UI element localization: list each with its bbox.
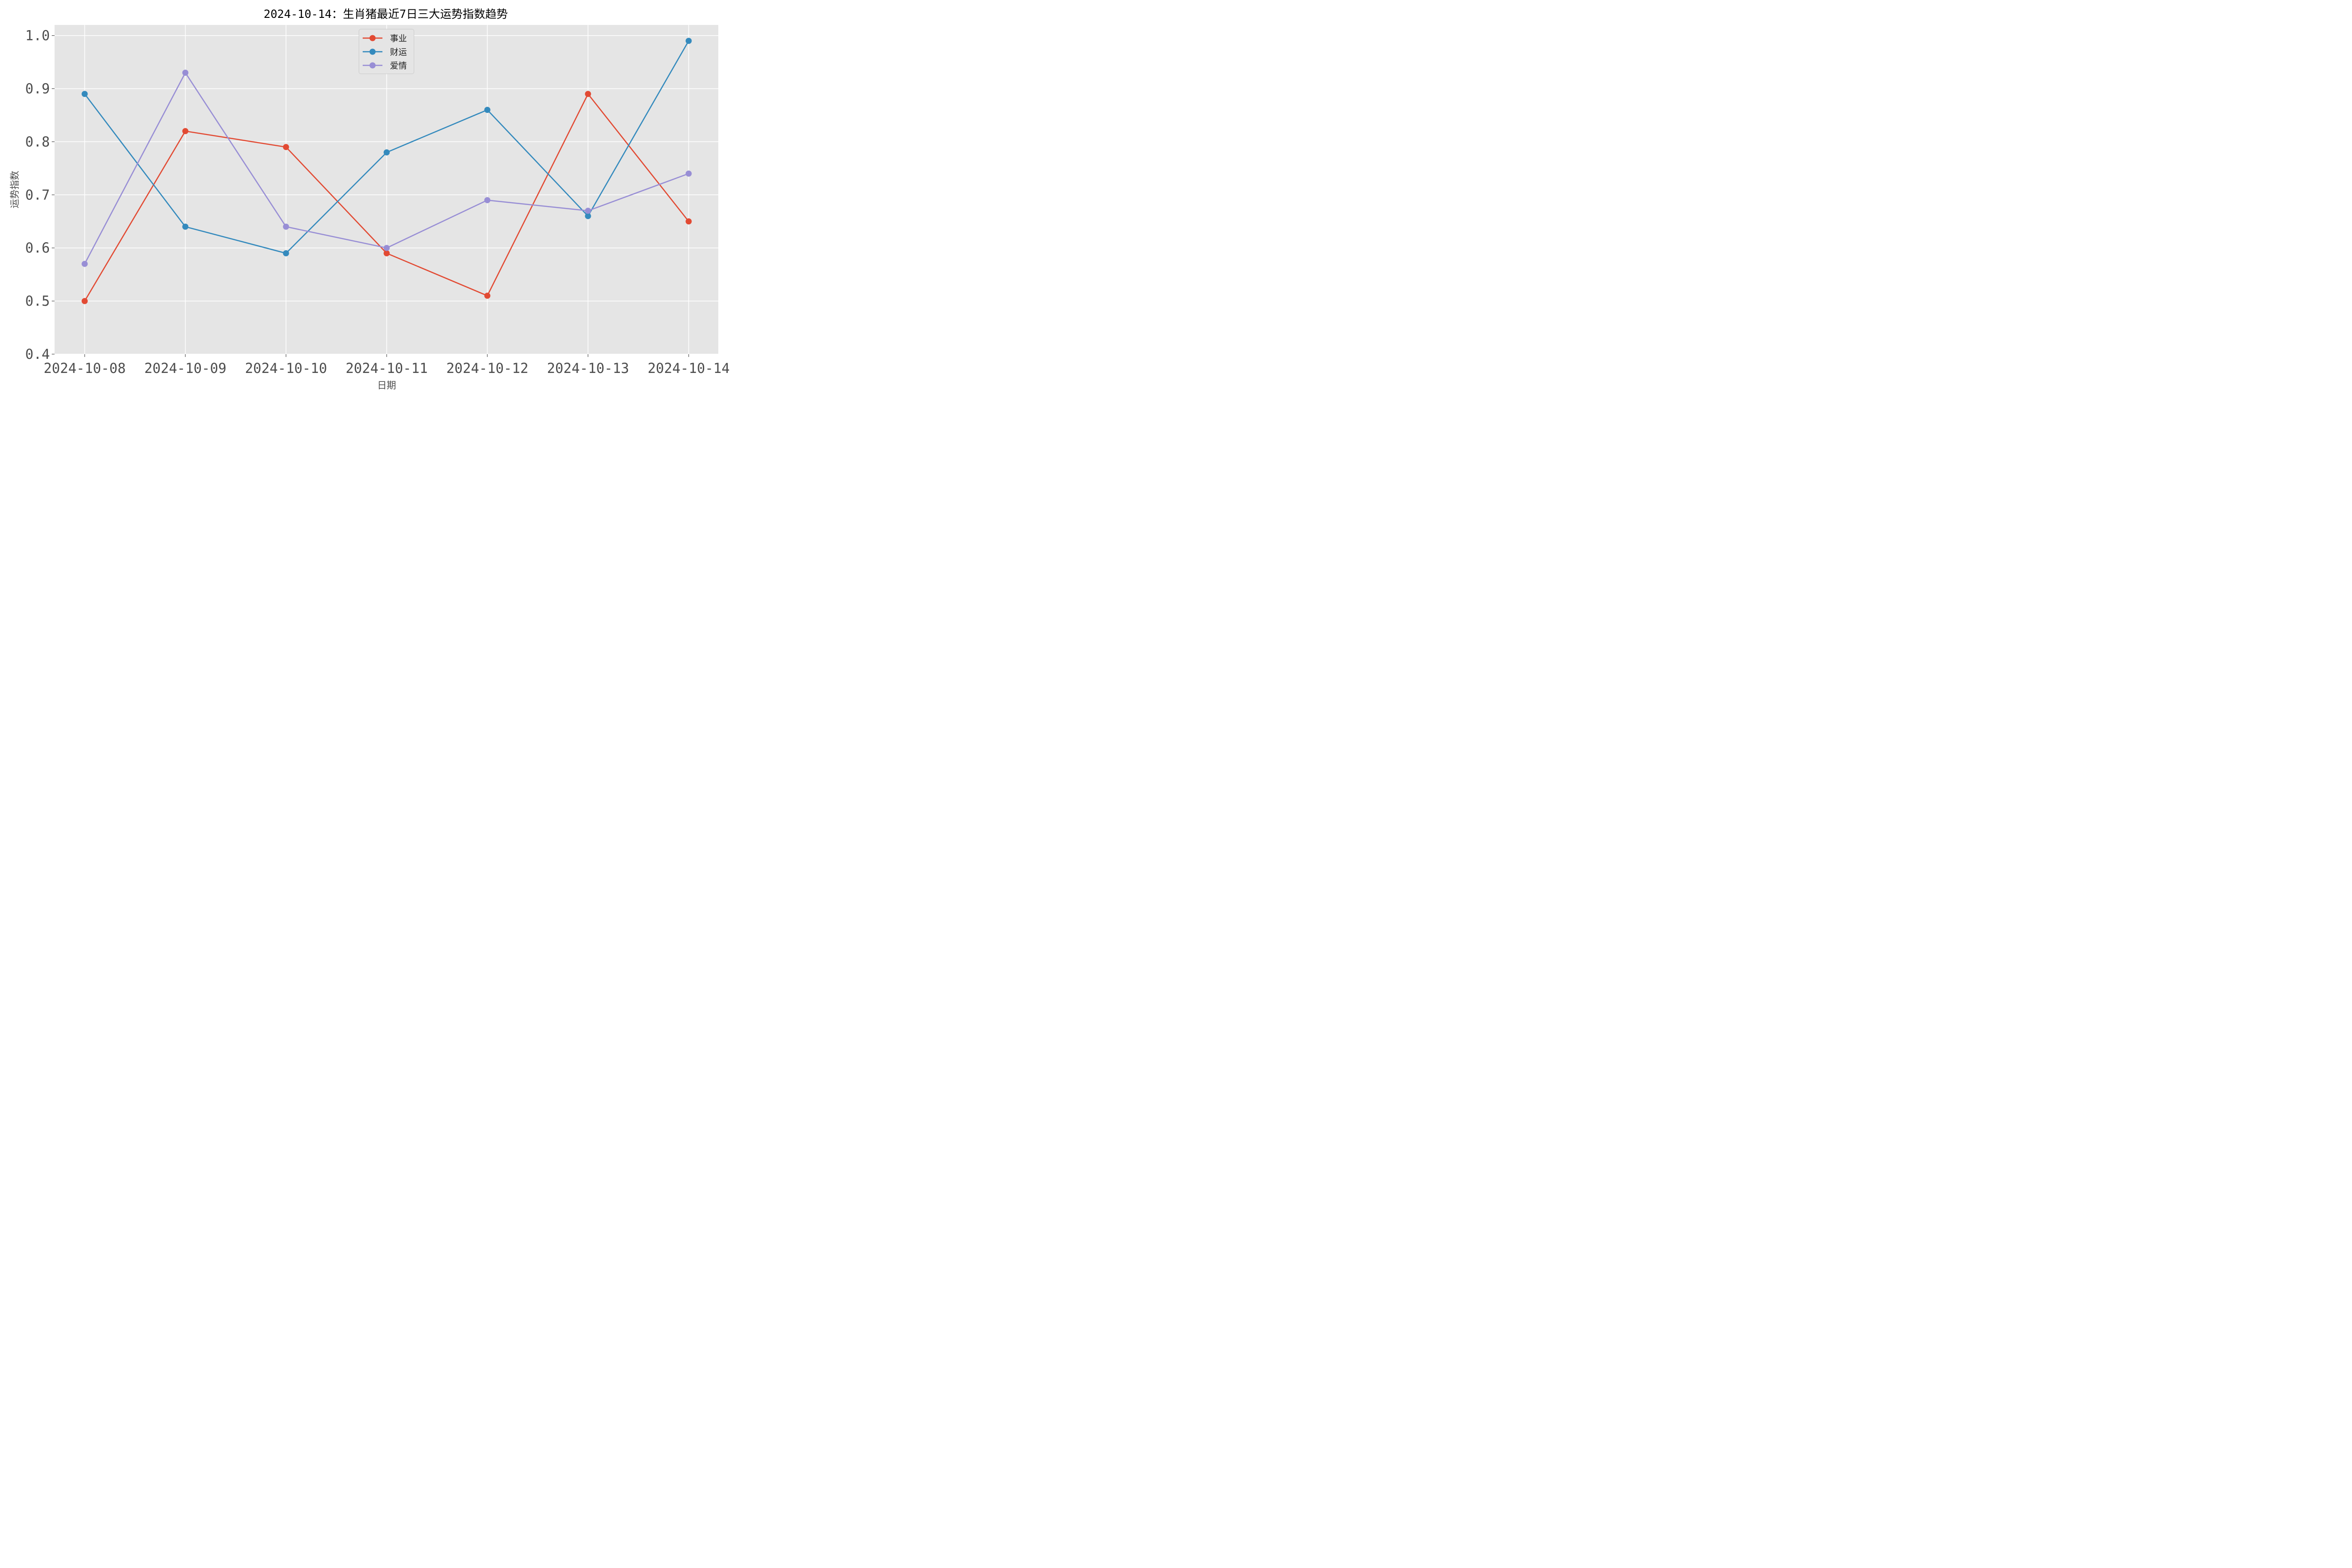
data-point-1-0 [81, 91, 88, 97]
line-chart: 2024-10-14：生肖猪最近7日三大运势指数趋势 0.40.50.60.70… [9, 8, 730, 391]
data-point-2-5 [585, 207, 591, 214]
y-tick-label: 0.4 [25, 346, 50, 362]
data-point-1-4 [484, 107, 491, 113]
y-tick-label: 0.6 [25, 240, 50, 256]
data-point-1-6 [685, 38, 692, 44]
x-tick-label: 2024-10-10 [245, 360, 327, 376]
y-axis-ticks: 0.4 0.5 0.6 0.7 0.8 0.9 1.0 [25, 28, 55, 362]
y-tick-label: 0.5 [25, 293, 50, 309]
data-point-2-4 [484, 197, 491, 204]
x-axis-label: 日期 [377, 380, 396, 391]
data-point-1-3 [383, 149, 390, 156]
x-tick-label: 2024-10-08 [44, 360, 126, 376]
legend-marker-0 [369, 35, 376, 41]
y-axis-label: 运势指数 [9, 171, 20, 208]
data-point-2-3 [383, 245, 390, 251]
x-tick-label: 2024-10-14 [648, 360, 730, 376]
data-point-1-2 [283, 250, 289, 256]
data-point-0-5 [585, 91, 591, 97]
data-point-2-1 [182, 70, 189, 76]
legend-label-1: 财运 [390, 48, 407, 57]
data-point-0-6 [685, 218, 692, 225]
chart-title: 2024-10-14：生肖猪最近7日三大运势指数趋势 [264, 8, 508, 21]
data-point-1-5 [585, 213, 591, 219]
y-tick-label: 0.9 [25, 80, 50, 96]
y-tick-label: 0.8 [25, 134, 50, 150]
data-point-2-6 [685, 170, 692, 177]
data-point-0-1 [182, 128, 189, 135]
data-point-1-1 [182, 223, 189, 230]
legend-marker-1 [369, 48, 376, 55]
x-tick-label: 2024-10-11 [346, 360, 428, 376]
legend-label-2: 爱情 [390, 61, 407, 71]
data-point-0-2 [283, 144, 289, 150]
series-lines [81, 38, 692, 304]
data-point-2-2 [283, 223, 289, 230]
x-tick-label: 2024-10-13 [547, 360, 629, 376]
x-tick-label: 2024-10-12 [446, 360, 529, 376]
data-point-0-3 [383, 250, 390, 256]
legend-marker-2 [369, 62, 376, 69]
legend-label-0: 事业 [390, 34, 407, 44]
y-tick-label: 0.7 [25, 187, 50, 203]
x-tick-label: 2024-10-09 [144, 360, 227, 376]
data-point-0-0 [81, 298, 88, 304]
data-point-0-4 [484, 293, 491, 299]
x-axis-ticks: 2024-10-08 2024-10-09 2024-10-10 2024-10-11… [44, 354, 730, 376]
y-tick-label: 1.0 [25, 28, 50, 44]
data-point-2-0 [81, 261, 88, 267]
